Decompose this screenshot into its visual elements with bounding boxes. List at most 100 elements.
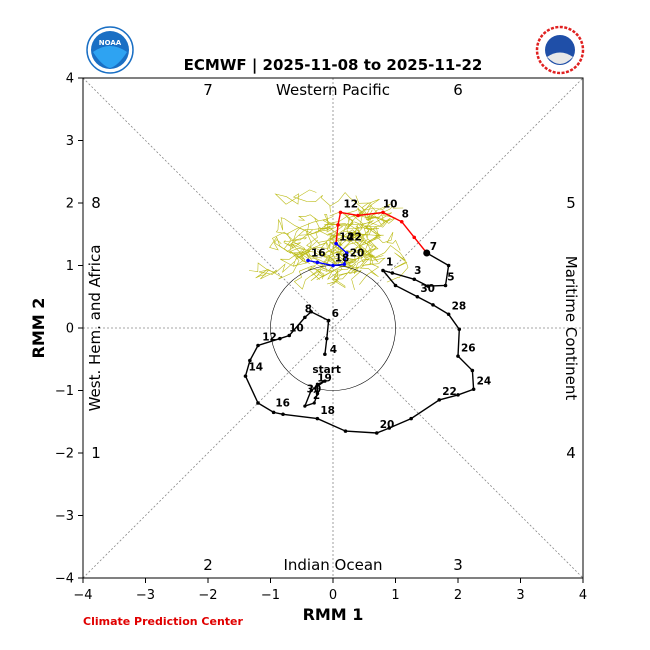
ensemble-mean-week2-point bbox=[342, 262, 347, 267]
observed-point bbox=[323, 352, 327, 357]
ensemble-member-line bbox=[293, 253, 324, 290]
observed-point bbox=[271, 410, 276, 415]
observed-point bbox=[315, 416, 320, 421]
phase-3-label: 3 bbox=[453, 556, 463, 574]
ensemble-member-line bbox=[316, 232, 345, 264]
ensemble-mean-week1-point bbox=[381, 210, 385, 215]
ensemble-mean-week1-day-label: 8 bbox=[402, 209, 409, 221]
region-left-label: West. Hem. and Africa bbox=[86, 245, 104, 412]
observed-point bbox=[278, 336, 282, 341]
observed-point bbox=[456, 354, 460, 358]
forecast-loop-point bbox=[315, 392, 319, 396]
ensemble-members bbox=[248, 189, 409, 290]
ensemble-member-line bbox=[348, 232, 380, 256]
ensemble-mean-week2-day-label: 22 bbox=[347, 232, 362, 244]
phase-1-label: 1 bbox=[91, 444, 101, 462]
observed-point bbox=[324, 336, 329, 341]
ensemble-member-line bbox=[326, 195, 372, 233]
ensemble-mean-week1-point bbox=[399, 219, 404, 224]
observed-point bbox=[456, 393, 460, 397]
x-axis-label: RMM 1 bbox=[303, 605, 364, 624]
ensemble-member-line bbox=[275, 217, 319, 236]
forecast-loop-day-label: 2 bbox=[313, 390, 320, 402]
ensemble-mean-week1-point bbox=[336, 223, 340, 227]
phase-7-label: 7 bbox=[203, 81, 213, 99]
forecast-loop-point bbox=[312, 401, 316, 405]
ensemble-member-line bbox=[292, 239, 331, 280]
phase-2-label: 2 bbox=[203, 556, 213, 574]
ensemble-mean-week2-day-label: 18 bbox=[335, 252, 350, 264]
observed-point bbox=[393, 283, 398, 288]
y-tick-label: 1 bbox=[66, 259, 74, 274]
observed-point bbox=[256, 343, 260, 348]
observed-day-label: 18 bbox=[320, 405, 335, 417]
observed-day-label: 8 bbox=[305, 304, 312, 316]
observed-day-label: 4 bbox=[330, 344, 337, 356]
observed-day-label: 26 bbox=[461, 342, 476, 354]
observed-point bbox=[243, 374, 248, 378]
observed-point bbox=[381, 268, 385, 273]
observed-point bbox=[446, 312, 451, 317]
ensemble-member-line bbox=[359, 254, 386, 278]
observed-point bbox=[431, 303, 435, 307]
observed-point bbox=[309, 309, 313, 314]
ensemble-member-line bbox=[274, 189, 331, 207]
observed-day-label: 24 bbox=[477, 375, 492, 387]
start-label: start bbox=[312, 364, 341, 376]
observed-point bbox=[287, 333, 292, 338]
observed-day-label: 3 bbox=[414, 265, 421, 277]
observed-point bbox=[256, 401, 260, 405]
observed-day-label: 12 bbox=[262, 332, 277, 344]
phase-4-label: 4 bbox=[566, 444, 576, 462]
y-axis-label: RMM 2 bbox=[29, 298, 48, 359]
ensemble-mean-week2-point bbox=[334, 241, 338, 246]
ensemble-member-line bbox=[352, 215, 381, 241]
observed-point bbox=[303, 315, 307, 320]
x-tick-label: 2 bbox=[454, 588, 462, 603]
ensemble-mean-week1-point bbox=[412, 235, 417, 240]
svg-text:NOAA: NOAA bbox=[99, 39, 122, 47]
observed-point bbox=[409, 416, 413, 421]
observed-point bbox=[390, 271, 395, 275]
observed-point bbox=[437, 398, 442, 402]
ensemble-mean-week2-day-label: 16 bbox=[311, 247, 326, 259]
observed-point bbox=[387, 426, 392, 430]
forecast-loop-point bbox=[303, 404, 307, 408]
ensemble-member-line bbox=[310, 248, 368, 281]
x-tick-label: −2 bbox=[198, 588, 217, 603]
ensemble-member-line bbox=[292, 230, 357, 267]
observed-point bbox=[457, 327, 462, 332]
ensemble-member-line bbox=[326, 263, 357, 289]
ensemble-mean-week2-point bbox=[306, 258, 310, 263]
observed-point bbox=[412, 277, 417, 282]
latest-observation-marker bbox=[423, 249, 431, 257]
ensemble-member-line bbox=[248, 261, 295, 280]
ensemble-member-line bbox=[354, 221, 401, 251]
ensemble-member-line bbox=[297, 214, 351, 230]
ensemble-member-line bbox=[307, 250, 360, 280]
observed-point bbox=[446, 263, 451, 268]
ensemble-member-line bbox=[289, 234, 333, 258]
observed-point bbox=[426, 284, 430, 288]
forecast-loop-day-label: 30 bbox=[307, 384, 322, 396]
ensemble-member-line bbox=[280, 222, 331, 267]
observed-point bbox=[415, 294, 420, 299]
ensemble-member-line bbox=[359, 238, 380, 285]
observed-point bbox=[343, 429, 348, 433]
phase-5-label: 5 bbox=[566, 194, 576, 212]
chart-title: ECMWF | 2025-11-08 to 2025-11-22 bbox=[184, 56, 483, 75]
phase-6-label: 6 bbox=[453, 81, 463, 99]
y-tick-label: 4 bbox=[66, 72, 74, 87]
x-tick-label: 4 bbox=[579, 588, 587, 603]
observed-day-label: 5 bbox=[447, 272, 454, 284]
ensemble-member-line bbox=[269, 231, 307, 252]
observed-day-label: 1 bbox=[386, 257, 393, 269]
observed-day-label: 22 bbox=[442, 386, 457, 398]
ensemble-mean-week2-point bbox=[331, 263, 335, 268]
y-tick-label: −2 bbox=[55, 447, 74, 462]
ensemble-mean-week1-day-label: 7 bbox=[430, 241, 437, 253]
ensemble-mean-week1-line bbox=[335, 211, 428, 254]
x-tick-label: 1 bbox=[391, 588, 399, 603]
ensemble-member-line bbox=[283, 219, 344, 246]
